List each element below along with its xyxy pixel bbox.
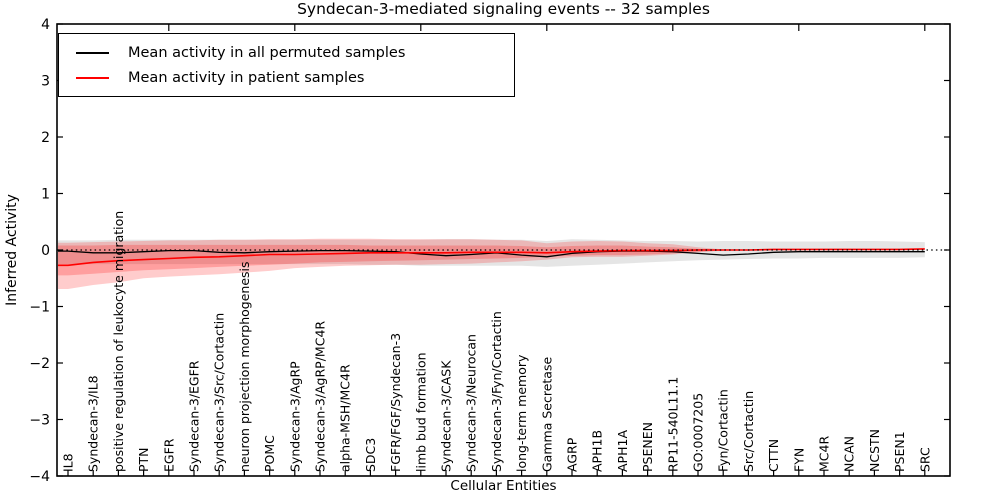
patient-mean-line — [58, 248, 925, 267]
x-category-label: FYN — [791, 448, 806, 472]
y-tick-label: 4 — [41, 17, 50, 33]
x-category-label: IL8 — [61, 453, 76, 472]
y-tick-label: 2 — [41, 130, 50, 146]
legend-label: Mean activity in all permuted samples — [128, 44, 406, 61]
x-category-label: Syndecan-3/IL8 — [86, 375, 101, 472]
legend-line-swatch-red — [76, 76, 109, 79]
x-category-label: RP11-540L11.1 — [665, 377, 680, 472]
y-tick-label: −4 — [29, 469, 50, 485]
permuted-mean-line — [58, 249, 925, 258]
y-tick-label: −1 — [29, 300, 50, 316]
x-category-label: PTN — [136, 447, 151, 472]
legend-entry-permuted: Mean activity in all permuted samples — [59, 40, 514, 65]
legend-label: Mean activity in patient samples — [128, 69, 365, 86]
x-category-label: neuron projection morphogenesis — [237, 261, 252, 472]
y-tick-label: −3 — [29, 413, 50, 429]
y-tick-label: −2 — [29, 356, 50, 372]
legend-line-swatch-black — [76, 51, 109, 54]
x-category-label: PSEN1 — [892, 431, 907, 472]
x-category-label: MC4R — [817, 436, 832, 472]
x-category-label: GO:0007205 — [691, 393, 706, 472]
x-category-label: Fyn/Cortactin — [716, 389, 731, 472]
x-category-label: NCSTN — [867, 429, 882, 472]
x-category-label: Syndecan-3/CASK — [439, 360, 454, 472]
y-tick-label: 1 — [41, 187, 50, 203]
x-category-label: CTTN — [766, 439, 781, 472]
x-category-label: Syndecan-3/EGFR — [187, 360, 202, 472]
x-category-label: PSENEN — [640, 422, 655, 472]
y-tick-label: 3 — [41, 74, 50, 90]
x-category-label: FGFR/FGF/Syndecan-3 — [388, 333, 403, 472]
x-category-label: Syndecan-3/AgRP — [287, 361, 302, 472]
x-category-label: long-term memory — [514, 354, 529, 472]
x-category-label: Gamma Secretase — [539, 357, 554, 472]
x-category-label: POMC — [262, 435, 277, 472]
x-category-label: Syndecan-3/Fyn/Cortactin — [489, 311, 504, 472]
x-category-label: APH1A — [615, 430, 630, 472]
x-category-label: limb bud formation — [413, 352, 428, 472]
x-category-label: alpha-MSH/MC4R — [338, 364, 353, 472]
x-category-label: EGFR — [161, 438, 176, 472]
x-category-label: AGRP — [565, 437, 580, 472]
x-category-label: SRC — [917, 447, 932, 472]
legend-entry-patient: Mean activity in patient samples — [59, 65, 514, 90]
x-category-label: NCAN — [842, 436, 857, 472]
x-category-label: Src/Cortactin — [741, 391, 756, 472]
legend-box: Mean activity in all permuted samples Me… — [58, 33, 515, 97]
y-axis-label: Inferred Activity — [4, 194, 20, 306]
x-category-label: Syndecan-3/Neurocan — [464, 334, 479, 472]
x-category-label: Syndecan-3/AgRP/MC4R — [313, 321, 328, 472]
x-category-label: SDC3 — [363, 438, 378, 472]
y-tick-label: 0 — [41, 243, 50, 259]
patient-range-band-inner — [58, 244, 925, 276]
x-category-label: Syndecan-3/Src/Cortactin — [212, 313, 227, 472]
x-axis-label: Cellular Entities — [450, 478, 557, 494]
x-category-label: APH1B — [590, 430, 605, 472]
x-category-label: positive regulation of leukocyte migrati… — [111, 211, 126, 472]
chart-title: Syndecan-3-mediated signaling events -- … — [297, 0, 710, 18]
